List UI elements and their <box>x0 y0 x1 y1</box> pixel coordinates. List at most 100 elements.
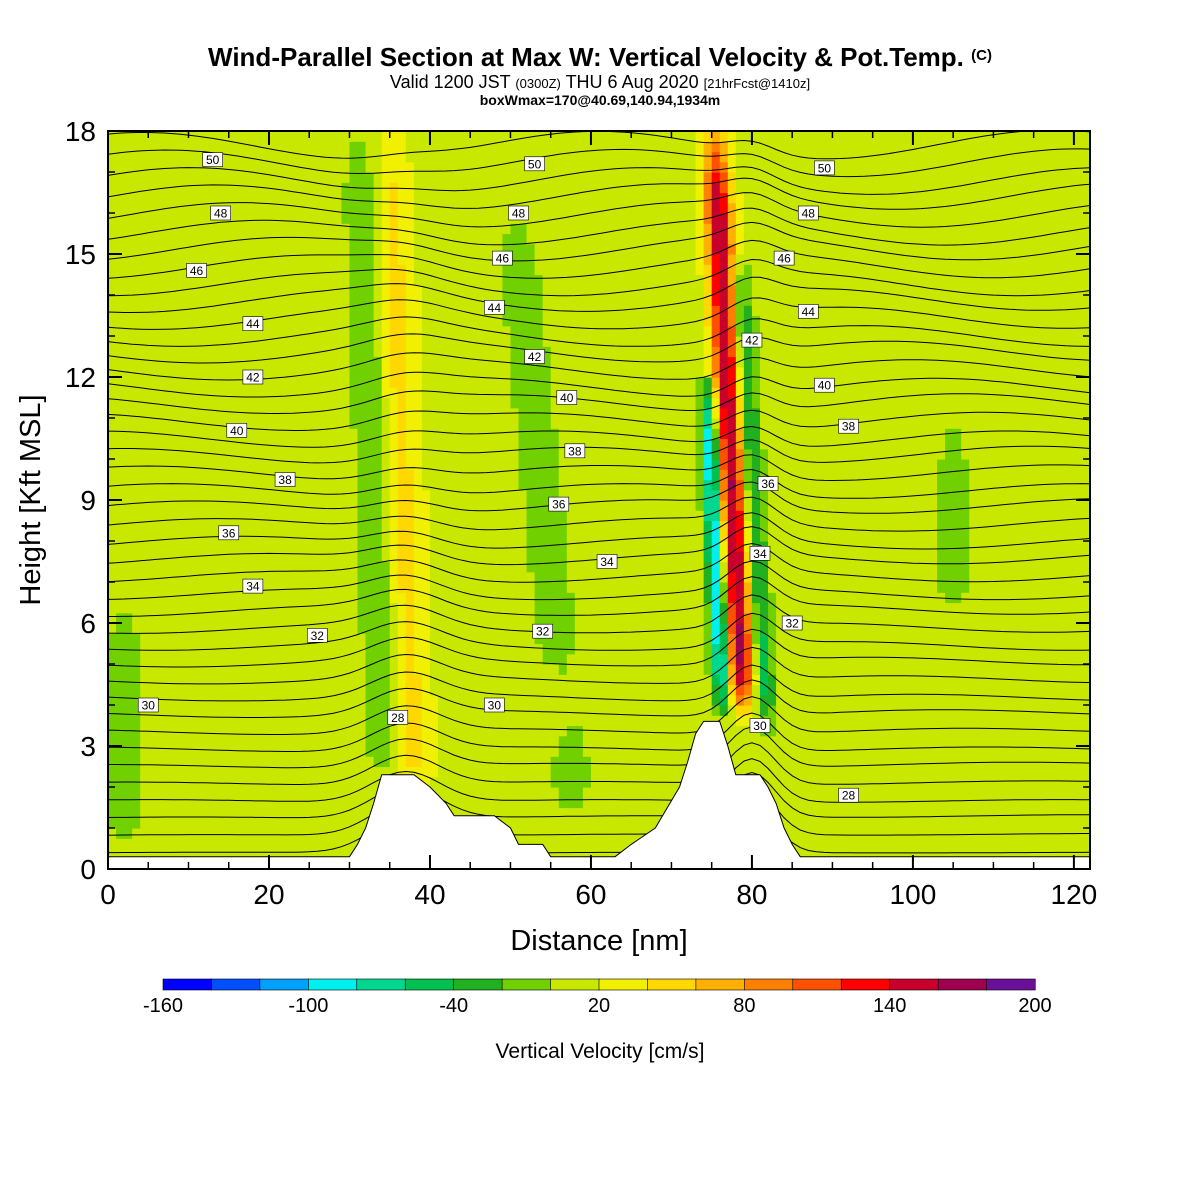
velocity-cell <box>132 172 141 183</box>
velocity-cell <box>277 807 286 819</box>
velocity-cell <box>172 684 182 696</box>
velocity-cell <box>333 510 343 522</box>
velocity-cell <box>244 141 254 153</box>
velocity-cell <box>446 213 455 224</box>
velocity-cell <box>260 684 270 696</box>
velocity-cell <box>381 674 391 686</box>
velocity-cell <box>277 397 286 409</box>
velocity-cell <box>607 746 616 757</box>
velocity-cell <box>228 705 238 716</box>
velocity-cell <box>124 807 133 819</box>
velocity-cell <box>470 725 479 737</box>
velocity-cell <box>228 366 238 378</box>
velocity-cell <box>470 233 479 245</box>
velocity-cell <box>164 264 173 276</box>
velocity-cell <box>429 295 439 306</box>
velocity-cell <box>252 766 262 778</box>
velocity-cell <box>341 530 351 542</box>
velocity-cell <box>397 602 407 614</box>
velocity-cell <box>325 479 334 491</box>
velocity-cell <box>623 448 632 460</box>
velocity-cell <box>462 500 471 511</box>
velocity-cell <box>446 776 455 788</box>
velocity-cell <box>196 182 206 194</box>
velocity-cell <box>582 223 592 235</box>
velocity-cell <box>196 346 206 358</box>
velocity-cell <box>655 735 664 747</box>
velocity-cell <box>510 623 520 634</box>
velocity-cell <box>518 756 528 768</box>
velocity-cell <box>349 746 359 757</box>
velocity-cell <box>462 807 471 819</box>
velocity-cell <box>631 633 640 645</box>
velocity-cell <box>582 705 592 716</box>
velocity-cell <box>615 418 624 429</box>
velocity-cell <box>607 766 616 778</box>
velocity-cell <box>413 346 423 358</box>
velocity-cell <box>140 346 149 358</box>
velocity-cell <box>615 602 624 614</box>
velocity-cell <box>148 684 157 696</box>
velocity-cell <box>494 223 504 235</box>
velocity-cell <box>156 633 165 645</box>
velocity-cell <box>421 387 431 399</box>
velocity-cell <box>550 776 560 788</box>
velocity-cell <box>438 151 447 163</box>
velocity-cell <box>148 356 157 368</box>
velocity-cell <box>140 469 149 481</box>
velocity-cell <box>446 653 455 665</box>
velocity-cell <box>397 172 407 183</box>
velocity-cell <box>381 161 391 173</box>
velocity-cell <box>220 192 230 204</box>
velocity-cell <box>647 295 656 306</box>
velocity-cell <box>510 151 520 163</box>
velocity-cell <box>582 274 592 286</box>
velocity-cell <box>421 520 431 532</box>
velocity-cell <box>478 233 487 245</box>
velocity-cell <box>542 664 552 675</box>
velocity-cell <box>494 664 504 675</box>
velocity-cell <box>639 612 648 624</box>
velocity-cell <box>317 407 326 419</box>
velocity-cell <box>429 725 439 737</box>
velocity-cell <box>164 346 173 358</box>
velocity-cell <box>446 336 455 347</box>
velocity-cell <box>429 735 439 747</box>
velocity-cell <box>486 510 495 522</box>
velocity-cell <box>590 141 600 153</box>
velocity-cell <box>333 387 343 399</box>
velocity-cell <box>108 848 117 860</box>
velocity-cell <box>582 756 592 768</box>
velocity-cell <box>558 561 568 573</box>
velocity-cell <box>228 489 238 501</box>
velocity-cell <box>268 582 278 593</box>
velocity-cell <box>349 192 359 204</box>
velocity-cell <box>542 459 552 470</box>
velocity-cell <box>631 182 640 194</box>
velocity-cell <box>574 336 584 347</box>
velocity-cell <box>108 582 117 593</box>
velocity-cell <box>317 807 326 819</box>
velocity-cell <box>357 489 367 501</box>
velocity-cell <box>108 223 117 235</box>
velocity-cell <box>486 161 495 173</box>
velocity-cell <box>252 848 262 860</box>
velocity-cell <box>550 602 560 614</box>
velocity-cell <box>341 797 351 809</box>
velocity-cell <box>454 233 463 245</box>
velocity-cell <box>285 438 294 450</box>
velocity-cell <box>317 715 326 727</box>
velocity-cell <box>429 592 439 604</box>
velocity-cell <box>220 582 230 593</box>
velocity-cell <box>639 438 648 450</box>
velocity-cell <box>518 366 528 378</box>
velocity-cell <box>405 571 415 583</box>
title-main: Wind-Parallel Section at Max W: Vertical… <box>208 42 964 72</box>
velocity-cell <box>164 787 173 798</box>
velocity-cell <box>285 592 294 604</box>
velocity-cell <box>582 254 592 265</box>
velocity-cell <box>277 612 286 624</box>
velocity-cell <box>244 674 254 686</box>
velocity-cell <box>212 623 222 634</box>
velocity-cell <box>526 797 536 809</box>
